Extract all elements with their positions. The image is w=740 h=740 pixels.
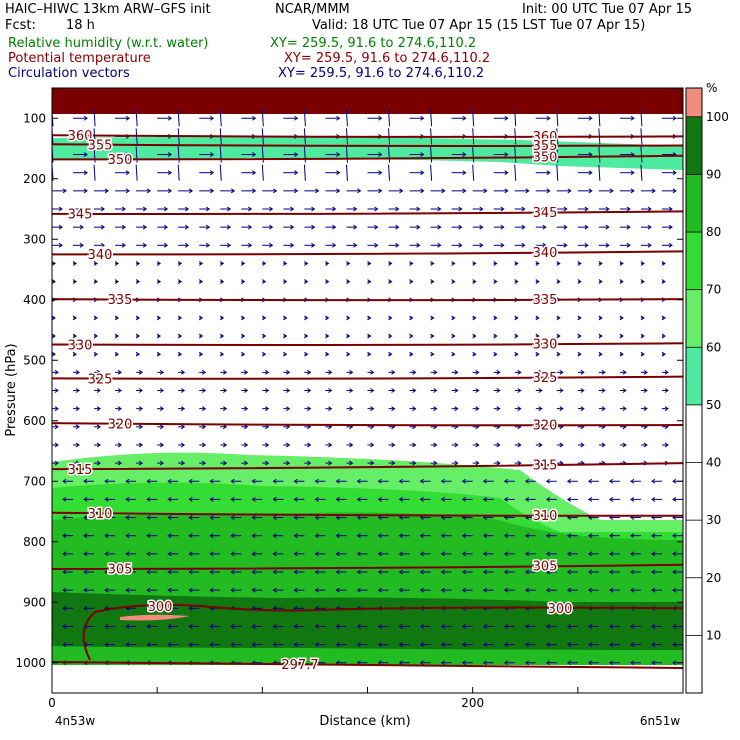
theta-contour-label: 305 — [108, 563, 133, 578]
field-rh-name: Relative humidity (w.r.t. water) — [8, 36, 209, 51]
x-tick-label: 200 — [461, 696, 484, 710]
valid-time: Valid: 18 UTC Tue 07 Apr 15 (15 LST Tue … — [312, 18, 646, 33]
colorbar-unit: % — [706, 81, 717, 95]
colorbar-tick-label: 20 — [706, 571, 721, 585]
fcst-value: 18 h — [66, 18, 95, 33]
theta-contour-label: 330 — [533, 338, 558, 353]
colorbar-swatch — [686, 232, 702, 290]
theta-contour-label: 360 — [68, 129, 93, 144]
rh-colorbar: 10 20 30 40 50 60 70 80 90 100% — [685, 81, 729, 694]
colorbar-tick-label: 100 — [706, 110, 729, 124]
y-axis-label: Pressure (hPa) — [4, 343, 19, 436]
x-tick-label: 0 — [48, 696, 56, 710]
colorbar-tick-label: 80 — [706, 225, 721, 239]
theta-contour-label: 340 — [88, 248, 113, 263]
y-tick-label: 800 — [23, 535, 46, 549]
theta-contour-label: 335 — [108, 293, 133, 308]
theta-contour-label: 300 — [548, 602, 573, 617]
colorbar-tick-label: 60 — [706, 340, 721, 354]
colorbar-tick-label: 40 — [706, 456, 721, 470]
theta-contour-label: 315 — [533, 458, 558, 473]
axes: 100 200 300 400 500 600 700 800 900 1000 0 200 4n53w… — [4, 87, 684, 729]
theta-contour-label: 330 — [68, 338, 93, 353]
y-tick-label: 900 — [23, 595, 46, 609]
y-tick-label: 300 — [23, 232, 46, 246]
colorbar-tick-label: 50 — [706, 398, 721, 412]
y-tick-label: 700 — [23, 474, 46, 488]
circulation-vector-layer — [52, 110, 683, 666]
theta-contour-label: 320 — [108, 417, 133, 432]
y-tick-label: 100 — [23, 111, 46, 125]
y-tick-label: 600 — [23, 414, 46, 428]
field-theta-xy: XY= 259.5, 91.6 to 274.6,110.2 — [284, 51, 491, 66]
theta-contour-label: 350 — [533, 151, 558, 166]
center-label: NCAR/MMM — [275, 2, 350, 17]
field-theta-name: Potential temperature — [8, 51, 151, 66]
colorbar-swatch — [686, 174, 702, 233]
colorbar-tick-label: 10 — [706, 628, 721, 642]
colorbar-frame — [685, 87, 703, 694]
theta-contour-label: 315 — [68, 463, 93, 478]
theta-contour-label: 345 — [533, 206, 558, 221]
y-tick-label: 400 — [23, 293, 46, 307]
field-vectors-xy: XY= 259.5, 91.6 to 274.6,110.2 — [278, 66, 485, 81]
theta-contour-label: 340 — [533, 246, 558, 261]
x-start-location: 4n53w — [55, 714, 96, 728]
theta-contour-label: 305 — [533, 560, 558, 575]
x-end-location: 6n51w — [640, 714, 681, 728]
theta-contour-label: 310 — [533, 509, 558, 524]
theta-contour-label: 325 — [533, 371, 558, 386]
rh-fill-layer — [52, 88, 683, 665]
theta-contour-label: 350 — [108, 153, 133, 168]
y-tick-label: 200 — [23, 172, 46, 186]
colorbar-swatch — [686, 88, 702, 117]
colorbar-swatch — [686, 289, 702, 348]
colorbar-tick-label: 70 — [706, 283, 721, 297]
theta-contour-label: 345 — [68, 208, 93, 223]
theta-contour-label: 335 — [533, 293, 558, 308]
theta-contour-label: 300 — [148, 600, 173, 615]
theta-contour-label: 325 — [88, 372, 113, 387]
field-rh-xy: XY= 259.5, 91.6 to 274.6,110.2 — [270, 36, 477, 51]
x-axis-label: Distance (km) — [319, 714, 410, 729]
theta-contour-label: 355 — [88, 138, 113, 153]
theta-contour-label: 360 — [533, 130, 558, 145]
colorbar-tick-label: 30 — [706, 513, 721, 527]
init-time: Init: 00 UTC Tue 07 Apr 15 — [522, 2, 693, 17]
theta-contour-label: 310 — [88, 507, 113, 522]
y-tick-label: 1000 — [15, 656, 46, 670]
field-vectors-name: Circulation vectors — [8, 66, 130, 81]
colorbar-swatch — [686, 116, 702, 175]
fcst-label: Fcst: — [5, 18, 36, 33]
model-title: HAIC–HIWC 13km ARW–GFS init — [5, 2, 211, 17]
theta-contour-label: 297.7 — [281, 658, 318, 673]
colorbar-tick-label: 90 — [706, 167, 721, 181]
y-tick-label: 500 — [23, 353, 46, 367]
theta-contour-label: 355 — [533, 139, 558, 154]
colorbar-swatch — [686, 347, 702, 405]
theta-contour-label: 320 — [533, 419, 558, 434]
